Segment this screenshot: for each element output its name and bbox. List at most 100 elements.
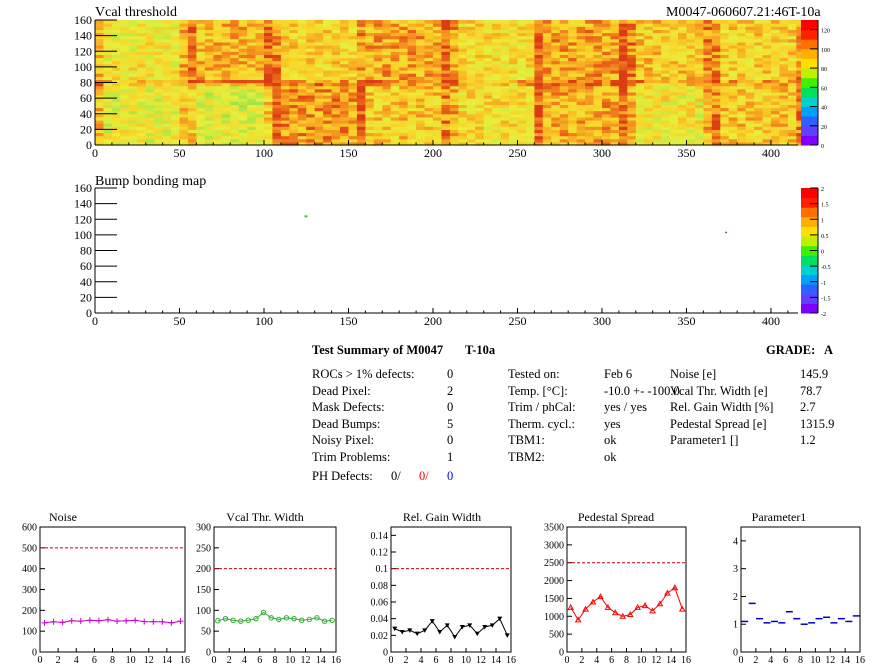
summary-mid-row-label: Trim / phCal: [508, 400, 576, 414]
summary-left-row-label: Trim Problems: [312, 449, 391, 464]
data-point [582, 605, 589, 612]
small-x-tick-label: 12 [651, 655, 661, 666]
small-y-tick-label: 150 [196, 585, 211, 596]
data-point [291, 615, 297, 622]
data-point [104, 616, 111, 623]
map-y-tick-label: 0 [86, 138, 92, 152]
small-y-tick-label: 0 [733, 648, 738, 659]
small-x-tick-label: 10 [285, 655, 295, 666]
small-y-tick-label: 0 [32, 648, 37, 659]
palette-tick-label: 1 [821, 218, 824, 224]
summary-mid-row-value: Feb 6 [604, 367, 633, 381]
small-x-tick-label: 16 [331, 655, 341, 666]
data-point [422, 628, 428, 633]
small-x-tick-label: 0 [389, 655, 394, 666]
palette-color-step [801, 39, 818, 50]
map1-title: Vcal threshold [95, 5, 178, 20]
data-point [604, 603, 612, 610]
small-y-tick-label: 3 [733, 564, 738, 575]
map-x-tick-label: 400 [762, 314, 780, 328]
small-y-tick-label: 600 [22, 523, 37, 534]
palette-color-step [801, 96, 818, 107]
data-point [276, 616, 282, 623]
data-point [114, 618, 121, 625]
summary-mid-row-label: TBM2: [508, 449, 545, 464]
small-x-tick-label: 8 [624, 655, 629, 666]
data-point [50, 618, 57, 625]
palette-color-step [801, 125, 818, 136]
data-point [656, 600, 664, 607]
data-point [59, 619, 66, 626]
small-chart-frame [213, 526, 337, 653]
small-y-tick-label: 1000 [544, 612, 564, 623]
map-y-tick-label: 80 [80, 76, 92, 90]
summary-mid-row-label: TBM1: [508, 433, 545, 447]
palette-tick-label: 0 [821, 144, 824, 150]
small-x-tick-label: 0 [739, 655, 744, 666]
small-y-tick-label: 0 [383, 648, 388, 659]
palette-color-step [801, 226, 818, 237]
small-y-tick-label: 3000 [544, 540, 564, 551]
data-point [321, 618, 328, 624]
small-x-tick-label: 6 [434, 655, 439, 666]
data-point [86, 617, 93, 624]
summary-left-row-label: Mask Defects: [312, 400, 385, 414]
small-y-tick-label: 1500 [544, 594, 564, 605]
palette-color-step [801, 68, 818, 79]
map-x-tick-label: 400 [762, 146, 780, 160]
data-point [329, 617, 335, 624]
small-x-tick-label: 4 [768, 655, 773, 666]
small-y-tick-label: 500 [22, 543, 37, 554]
summary-left-row-value: 5 [447, 416, 454, 431]
small-chart-frame [390, 526, 512, 653]
data-point [215, 618, 221, 624]
palette-color-step [801, 245, 818, 256]
small-x-tick-label: 0 [565, 655, 570, 666]
small-x-tick-label: 12 [476, 655, 486, 666]
map-y-tick-label: 140 [74, 29, 92, 43]
data-point [459, 625, 465, 630]
vcal-threshold-heatmap [95, 20, 806, 146]
data-point [474, 631, 480, 637]
palette-tick-label: 100 [821, 48, 830, 54]
small-y-tick-label: 50 [201, 627, 211, 638]
data-point [611, 609, 619, 616]
data-point [314, 615, 320, 621]
data-point [268, 615, 274, 621]
palette-tick-label: -0.5 [821, 265, 831, 271]
data-point [482, 625, 488, 630]
small-x-tick-label: 4 [594, 655, 599, 666]
data-point [437, 630, 443, 635]
summary-left-row-value: 1 [447, 449, 454, 464]
map-y-tick-label: 160 [74, 181, 92, 195]
map-x-tick-label: 100 [255, 314, 273, 328]
palette-color-step [801, 20, 818, 31]
grade-label: GRADE: [766, 343, 816, 357]
data-point [298, 617, 305, 624]
data-point [41, 619, 48, 626]
map-x-tick-label: 200 [424, 146, 442, 160]
data-point [589, 598, 597, 605]
summary-mid-row-value: yes [604, 416, 621, 431]
small-x-tick-label: 14 [840, 655, 850, 666]
small-x-tick-label: 6 [609, 655, 614, 666]
grade-value: A [824, 343, 834, 357]
summary-mid-row-value: -10.0 +- -100.0 [604, 383, 680, 398]
map-y-tick-label: 100 [74, 60, 92, 74]
palette-color-step [801, 116, 818, 127]
data-point [168, 619, 175, 626]
map-x-tick-label: 150 [339, 146, 357, 160]
map-x-tick-label: 150 [339, 314, 357, 328]
summary-left-row-label: Dead Bumps: [312, 416, 381, 431]
palette-color-step [801, 284, 818, 295]
small-y-tick-label: 500 [549, 630, 564, 641]
map-x-tick-label: 200 [424, 314, 442, 328]
small-chart-frame [566, 526, 687, 653]
map-y-tick-label: 80 [80, 244, 92, 258]
map-y-tick-label: 60 [80, 259, 92, 273]
palette-color-step [801, 264, 818, 275]
palette-color-step [801, 29, 818, 40]
small-x-tick-label: 8 [449, 655, 454, 666]
data-point [597, 593, 604, 600]
small-y-tick-label: 2000 [544, 576, 564, 587]
